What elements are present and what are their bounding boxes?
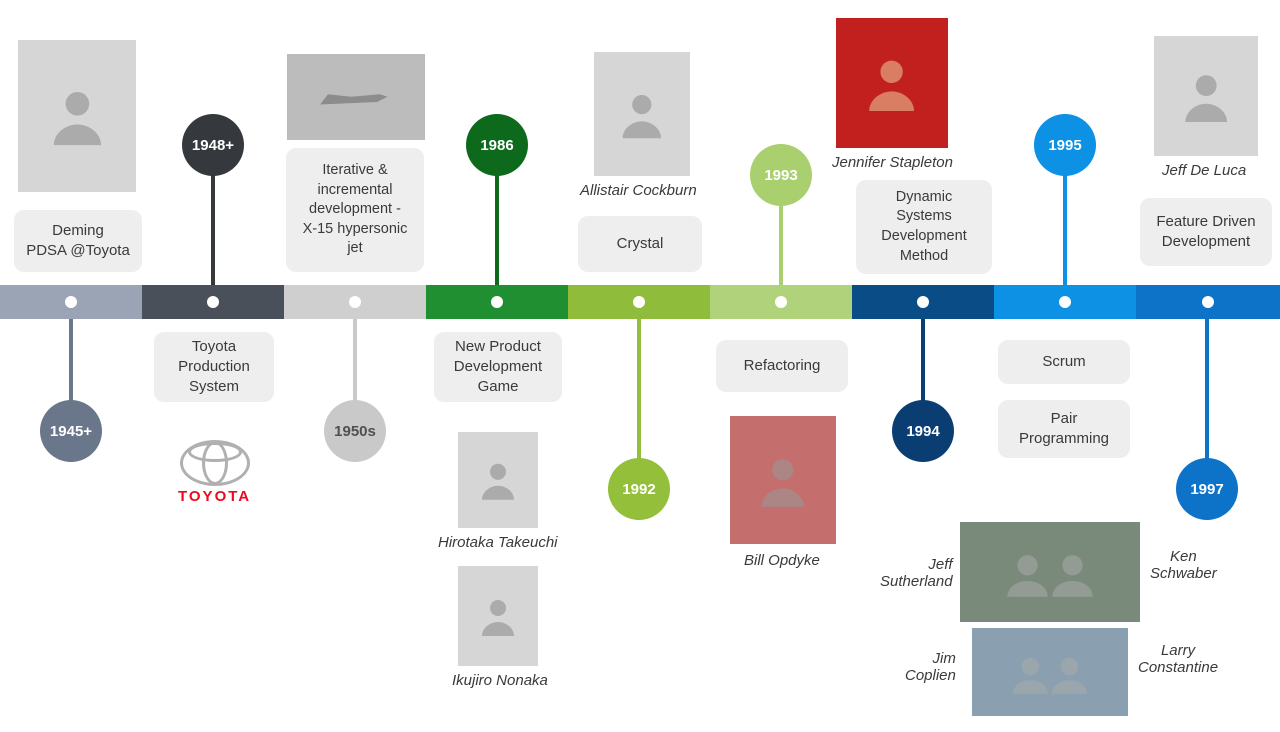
card-npdg: New Product Development Game [434, 332, 562, 402]
card-dsdm: Dynamic Systems Development Method [856, 180, 992, 274]
card-pairprogramming: Pair Programming [998, 400, 1130, 458]
photo-cockburn [594, 52, 690, 176]
photo-coplien-constantine [972, 628, 1128, 716]
timeline-dot [65, 296, 77, 308]
photo-sutherland-schwaber [960, 522, 1140, 622]
toyota-ovals-icon [180, 440, 250, 486]
stem-1945 [69, 319, 73, 411]
timeline-dot [491, 296, 503, 308]
stem-1995 [1063, 165, 1067, 285]
photo-stapleton [836, 18, 948, 148]
photo-nonaka [458, 566, 538, 666]
card-crystal: Crystal [578, 216, 702, 272]
photo-takeuchi [458, 432, 538, 528]
stem-1994 [921, 319, 925, 411]
year-1950s: 1950s [324, 400, 386, 462]
toyota-logo: TOYOTA [178, 440, 251, 505]
year-1992: 1992 [608, 458, 670, 520]
card-x15: Iterative & incremental development - X-… [286, 148, 424, 272]
caption-deluca: Jeff De Luca [1162, 162, 1246, 179]
segment-1995 [994, 285, 1136, 319]
timeline-dot [633, 296, 645, 308]
segment-1994 [852, 285, 994, 319]
stem-1948 [211, 165, 215, 285]
year-1993: 1993 [750, 144, 812, 206]
card-fdd: Feature Driven Development [1140, 198, 1272, 266]
caption-stapleton: Jennifer Stapleton [832, 154, 953, 171]
year-1997: 1997 [1176, 458, 1238, 520]
card-deming: Deming PDSA @Toyota [14, 210, 142, 272]
timeline-dot [349, 296, 361, 308]
caption-opdyke: Bill Opdyke [744, 552, 820, 569]
segment-1948 [142, 285, 284, 319]
stem-1992 [637, 319, 641, 469]
photo-x15 [287, 54, 425, 140]
photo-opdyke [730, 416, 836, 544]
card-refactoring: Refactoring [716, 340, 848, 392]
photo-deming [18, 40, 136, 192]
caption-takeuchi: Hirotaka Takeuchi [438, 534, 558, 551]
segment-1992 [568, 285, 710, 319]
year-1948: 1948+ [182, 114, 244, 176]
segment-1945 [0, 285, 142, 319]
stem-1986 [495, 165, 499, 285]
stem-1950s [353, 319, 357, 411]
photo-deluca [1154, 36, 1258, 156]
timeline-dot [1202, 296, 1214, 308]
timeline-dot [917, 296, 929, 308]
segment-1997 [1136, 285, 1280, 319]
year-1995: 1995 [1034, 114, 1096, 176]
segment-1950s [284, 285, 426, 319]
caption-cockburn: Allistair Cockburn [580, 182, 697, 199]
timeline-dot [1059, 296, 1071, 308]
caption-constantine: Larry Constantine [1138, 642, 1218, 676]
toyota-wordmark: TOYOTA [178, 488, 251, 505]
caption-sutherland: Jeff Sutherland [880, 556, 953, 590]
card-scrum: Scrum [998, 340, 1130, 384]
year-1986: 1986 [466, 114, 528, 176]
caption-coplien: Jim Coplien [905, 650, 956, 684]
timeline-dot [207, 296, 219, 308]
segment-1986 [426, 285, 568, 319]
timeline-band [0, 285, 1280, 319]
caption-nonaka: Ikujiro Nonaka [452, 672, 548, 689]
year-1994: 1994 [892, 400, 954, 462]
timeline-dot [775, 296, 787, 308]
stem-1993 [779, 195, 783, 285]
segment-1993 [710, 285, 852, 319]
caption-schwaber: Ken Schwaber [1150, 548, 1217, 582]
year-1945: 1945+ [40, 400, 102, 462]
stem-1997 [1205, 319, 1209, 469]
card-tps: Toyota Production System [154, 332, 274, 402]
